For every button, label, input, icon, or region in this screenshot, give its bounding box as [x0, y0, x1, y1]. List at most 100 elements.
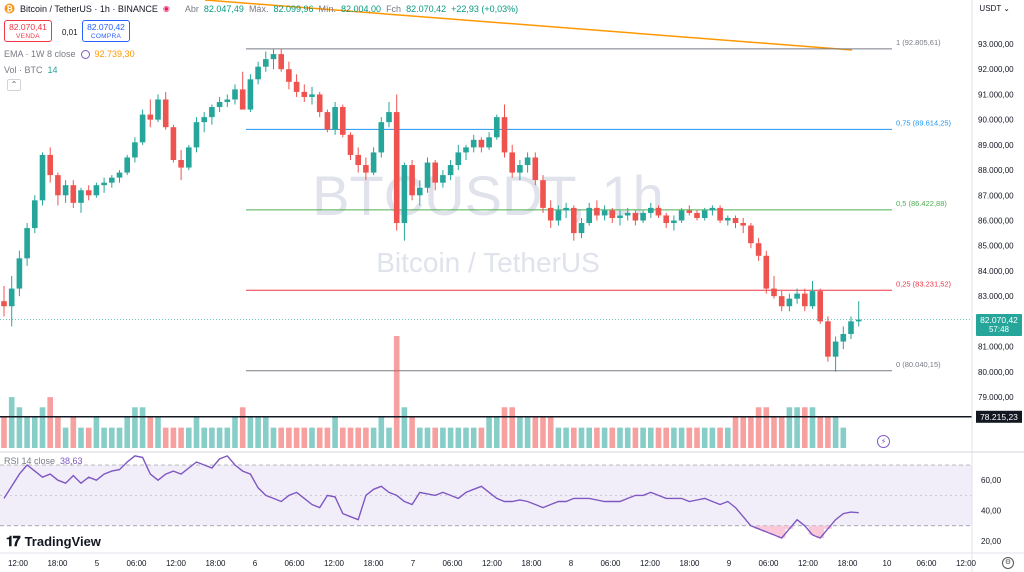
rsi-tick: 20,00: [981, 537, 1002, 546]
price-tick: 90.000,00: [978, 116, 1014, 125]
time-tick: 06:00: [284, 559, 305, 568]
sell-button[interactable]: 82.070,41 VENDA: [4, 20, 52, 42]
candle-body: [47, 154, 53, 176]
fib-level-label: 0,75 (89.614,25): [896, 118, 952, 127]
settings-icon[interactable]: ⚙: [1002, 557, 1014, 569]
symbol-title[interactable]: Bitcoin / TetherUS · 1h · BINANCE: [20, 3, 158, 14]
ema-line: [204, 0, 853, 51]
ema-legend[interactable]: EMA · 1W 8 close 92.739,30: [4, 49, 135, 59]
candle-body: [455, 152, 462, 166]
collapse-legend-button[interactable]: ⌃: [7, 79, 21, 91]
buy-button[interactable]: 82.070,42 COMPRA: [82, 20, 130, 42]
volume-bar: [578, 427, 585, 448]
candle-body: [555, 210, 562, 221]
rsi-line: [3, 455, 859, 539]
candle-body: [170, 127, 177, 160]
time-tick: 6: [253, 559, 258, 568]
fibonacci-retracement[interactable]: 1 (92.805,61) 0,75 (89.614,25) 0,5 (86.422…: [246, 38, 952, 372]
volume-bar: [193, 417, 200, 448]
open-label: Abr: [184, 3, 199, 14]
candle-body: [216, 101, 223, 108]
low-label: Mín.: [318, 3, 337, 14]
volume-bar: [617, 427, 623, 448]
volume-bar: [748, 417, 754, 448]
time-axis[interactable]: 12:00 18:00 5 06:00 12:00 18:00 6 06:00 12:00 18:…: [8, 559, 977, 568]
candle-body: [78, 190, 84, 203]
volume-bar: [1, 417, 7, 448]
candle-body: [578, 223, 585, 234]
candle-body: [547, 207, 554, 221]
volume-bar: [263, 417, 269, 448]
candle-body: [278, 54, 284, 70]
candle-body: [648, 207, 654, 213]
candle-body: [463, 147, 469, 153]
volume-bar: [802, 407, 808, 448]
volume-bar: [501, 407, 508, 448]
candle-body: [93, 185, 100, 196]
candle-body: [293, 81, 300, 92]
volume-bar: [370, 427, 377, 448]
volume-bar: [378, 417, 385, 448]
volume-bar: [278, 427, 284, 448]
volume-bar: [609, 427, 616, 448]
high-label: Máx.: [248, 3, 269, 14]
candle-body: [101, 182, 107, 186]
lightning-icon[interactable]: ⚡: [877, 435, 890, 448]
candle-body: [332, 107, 338, 130]
volume-bar: [116, 427, 123, 448]
candle-body: [802, 293, 808, 307]
candle-body: [686, 210, 693, 213]
candle-body: [517, 165, 523, 173]
candle-body: [524, 157, 531, 166]
candle-body: [155, 99, 161, 120]
candle-body: [286, 69, 292, 82]
volume-bar: [648, 427, 654, 448]
volume-bar: [255, 417, 261, 448]
time-tick: 06:00: [758, 559, 779, 568]
volume-bar: [340, 427, 346, 448]
price-axis[interactable]: 93.000,00 92.000,00 91.000,00 90.000,00 89.0…: [978, 40, 1014, 402]
volume-bar: [547, 417, 554, 448]
price-tick: 84.000,00: [978, 267, 1014, 276]
volume-bar: [732, 417, 739, 448]
horizontal-line-tag: [976, 410, 1022, 423]
candle-body: [209, 107, 215, 118]
volume-legend[interactable]: Vol · BTC 14: [4, 65, 58, 75]
candle-body: [232, 89, 238, 100]
candle-body: [663, 215, 669, 224]
candle-body: [732, 217, 739, 224]
market-status-icon[interactable]: ◉: [162, 4, 170, 13]
volume-bar: [47, 397, 53, 448]
volume-bar: [771, 417, 777, 448]
candle-body: [671, 220, 677, 224]
candle-body: [424, 162, 431, 188]
volume-bar: [424, 427, 431, 448]
volume-bar: [16, 407, 23, 448]
volume-bar: [809, 407, 816, 448]
volume-bar: [232, 417, 238, 448]
svg-text:₿: ₿: [6, 5, 13, 14]
candle-body: [186, 147, 192, 168]
volume-bar: [170, 427, 177, 448]
close-label: Fch: [386, 3, 402, 14]
currency-selector[interactable]: USDT ⌄: [979, 4, 1010, 13]
volume-bar: [124, 417, 130, 448]
current-price-tag: [976, 314, 1022, 336]
volume-bar: [393, 336, 400, 448]
candle-body: [224, 99, 231, 102]
candle-body: [386, 112, 392, 123]
candle-body: [8, 288, 15, 307]
candle-body: [763, 255, 770, 289]
price-tick: 92.000,00: [978, 65, 1014, 74]
rsi-axis[interactable]: 60,00 40,00 20,00: [981, 476, 1002, 546]
ema-indicator-icon[interactable]: [80, 49, 90, 59]
volume-bar: [355, 427, 361, 448]
volume-bar: [755, 407, 762, 448]
candle-body: [509, 152, 515, 173]
rsi-legend[interactable]: RSI 14 close 38,63: [4, 456, 83, 466]
candle-body: [563, 207, 569, 211]
high-value: 82.099,96: [273, 3, 314, 14]
volume-bar: [85, 427, 92, 448]
candle-body: [601, 210, 608, 216]
